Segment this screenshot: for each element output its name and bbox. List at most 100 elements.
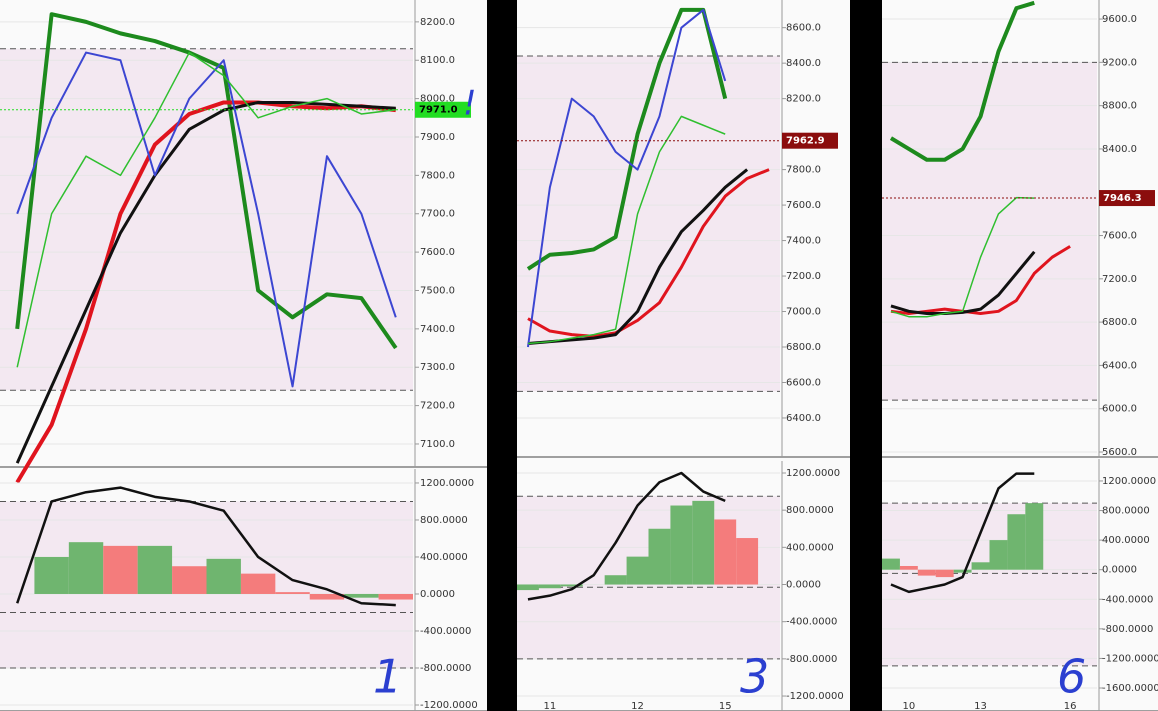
series-line (526, 8, 727, 348)
y-tick-label: 7900.0 (420, 132, 455, 143)
y-tick-label: -1200.0000 (786, 691, 844, 702)
histogram-bar (206, 558, 241, 594)
y-tick-label: 7600.0 (1102, 231, 1137, 242)
handwritten-annotation: 3 (740, 650, 769, 704)
histogram-bar (714, 519, 737, 585)
y-tick-label: 7200.0 (420, 401, 455, 412)
y-tick-label: 7400.0 (786, 236, 821, 247)
series-line (15, 100, 396, 464)
series-line (15, 12, 398, 350)
histogram-bar (1007, 514, 1026, 570)
histogram-bar (953, 569, 972, 573)
y-tick-label: 9600.0 (1102, 14, 1137, 25)
y-tick-label: -800.0000 (786, 654, 837, 665)
y-tick-label: 8400.0 (786, 58, 821, 69)
y-tick-label: -1600.0000 (1102, 683, 1158, 694)
histogram-bar (971, 562, 990, 570)
histogram-bar (68, 542, 104, 594)
series-line (890, 472, 1035, 594)
histogram-bar (899, 565, 918, 570)
y-tick-label: 800.0000 (786, 505, 834, 516)
y-tick-label: 8100.0 (420, 55, 455, 66)
y-tick-label: -800.0000 (420, 663, 471, 674)
series-line (890, 196, 1035, 318)
histogram-bar (736, 538, 759, 585)
series-line (16, 51, 397, 388)
histogram-bar (648, 528, 671, 585)
histogram-bar (34, 556, 69, 594)
histogram-bar (604, 575, 627, 585)
band (882, 62, 1097, 401)
histogram-bar (137, 545, 173, 594)
y-tick-label: 400.0000 (420, 552, 468, 563)
histogram-bar (935, 569, 954, 578)
y-tick-label: 7600.0 (786, 200, 821, 211)
histogram-bar (626, 556, 649, 585)
y-tick-label: 7400.0 (420, 324, 455, 335)
x-tick-label: 13 (974, 701, 987, 711)
histogram-bar (538, 584, 561, 589)
histogram-bar (670, 505, 693, 585)
histogram-bar (917, 569, 936, 576)
y-tick-label: 8800.0 (1102, 101, 1137, 112)
y-tick-label: 1200.0000 (420, 478, 474, 489)
histogram-bar (103, 545, 138, 594)
y-tick-label: 8400.0 (1102, 144, 1137, 155)
series-line (16, 486, 396, 607)
histogram-bar (240, 573, 276, 594)
handwritten-note: ! (463, 84, 477, 124)
y-tick-label: 9200.0 (1102, 57, 1137, 68)
y-tick-label: 7000.0 (786, 307, 821, 318)
y-tick-label: 400.0000 (1102, 535, 1150, 546)
y-tick-label: 400.0000 (786, 542, 834, 553)
y-tick-label: -1200.0000 (420, 700, 478, 711)
last-price-tag (782, 132, 838, 149)
x-tick-label: 11 (544, 701, 557, 711)
series-line (527, 168, 749, 345)
band (517, 56, 780, 392)
y-tick-label: 0.0000 (420, 589, 455, 600)
y-tick-label: 0.0000 (1102, 565, 1137, 576)
histogram-bar (882, 558, 900, 570)
last-price-label: 7946.3 (1103, 193, 1142, 204)
y-tick-label: 800.0000 (1102, 506, 1150, 517)
histogram-bar (275, 592, 310, 594)
band (882, 503, 1097, 666)
series-line (15, 100, 397, 484)
y-tick-label: 7800.0 (420, 170, 455, 181)
x-tick-label: 12 (631, 701, 644, 711)
y-tick-label: 8000.0 (420, 94, 455, 105)
y-tick-label: 6800.0 (786, 342, 821, 353)
series-line (890, 250, 1036, 315)
histogram-bar (989, 540, 1008, 570)
last-price-tag (415, 101, 471, 118)
y-tick-label: 8600.0 (786, 23, 821, 34)
x-tick-label: 16 (1064, 701, 1077, 711)
series-line (16, 51, 396, 368)
last-price-label: 7971.0 (419, 105, 458, 116)
y-tick-label: 6400.0 (786, 413, 821, 424)
y-tick-label: -400.0000 (786, 617, 837, 628)
histogram-bar (517, 584, 539, 591)
histogram-bar (1025, 503, 1044, 570)
y-tick-label: -800.0000 (1102, 624, 1153, 635)
last-price-tag (1099, 190, 1155, 207)
histogram-bar (309, 593, 345, 600)
y-tick-label: 7200.0 (1102, 274, 1137, 285)
y-tick-label: 6400.0 (1102, 360, 1137, 371)
y-tick-label: 7100.0 (420, 439, 455, 450)
x-tick-label: 10 (903, 701, 916, 711)
y-tick-label: 7300.0 (420, 362, 455, 373)
y-tick-label: 1200.0000 (1102, 476, 1156, 487)
last-price-label: 7962.9 (786, 136, 825, 147)
y-tick-label: 7800.0 (786, 165, 821, 176)
y-tick-label: 5600.0 (1102, 447, 1137, 458)
y-tick-label: 7600.0 (420, 247, 455, 258)
y-tick-label: 1200.0000 (786, 468, 840, 479)
y-tick-label: 7500.0 (420, 285, 455, 296)
histogram-bar (172, 566, 207, 594)
series-line (889, 0, 1035, 162)
y-tick-label: 0.0000 (786, 580, 821, 591)
y-tick-label: 7700.0 (420, 209, 455, 220)
